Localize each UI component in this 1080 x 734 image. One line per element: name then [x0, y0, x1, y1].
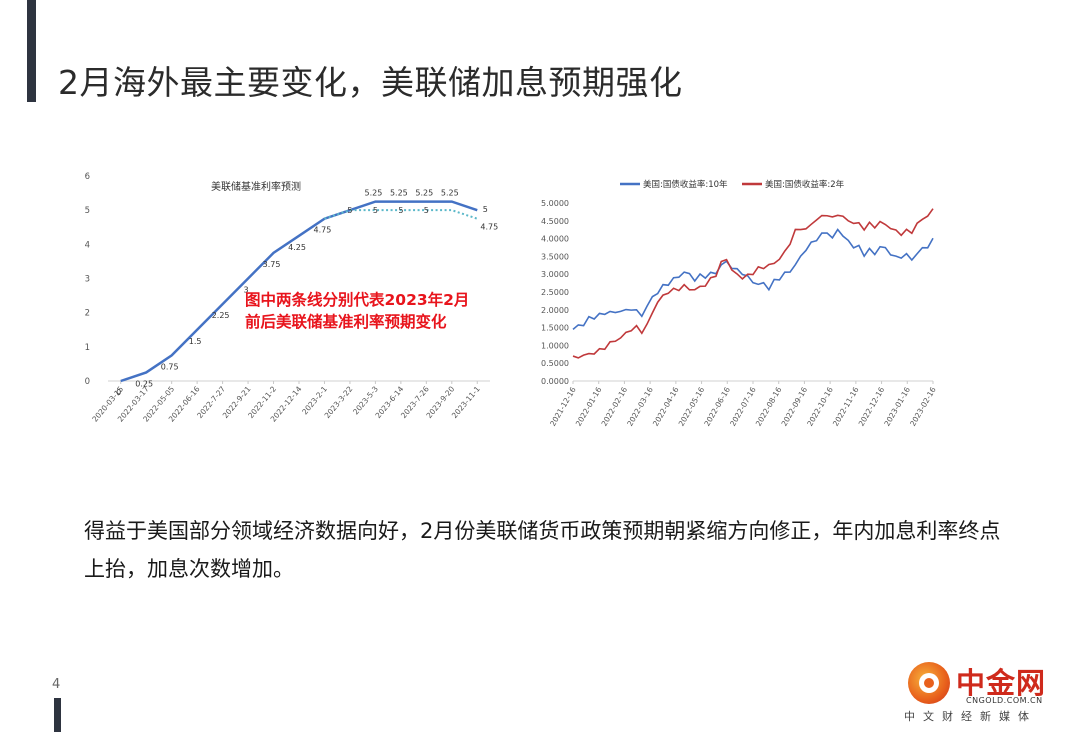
- x-tick-label: 2021-12-16: [548, 385, 578, 427]
- y-tick-label: 3.0000: [541, 270, 569, 279]
- data-label: 5: [483, 205, 488, 214]
- y-tick-label: 1: [85, 343, 90, 353]
- y-tick-label: 5.0000: [541, 199, 569, 208]
- x-tick-label: 2022-04-16: [651, 385, 681, 427]
- data-label: 5: [373, 206, 378, 215]
- y-tick-label: 2: [85, 309, 90, 319]
- data-label: 5.25: [441, 189, 459, 198]
- series-line-10y: [572, 228, 934, 330]
- data-label: 1.5: [189, 337, 202, 346]
- data-label: 4.25: [288, 243, 306, 252]
- series-line-revised: [324, 209, 478, 220]
- logo-icon: [908, 662, 950, 704]
- y-tick-label: 0.5000: [541, 359, 569, 368]
- data-label: 5.25: [390, 189, 408, 198]
- legend-label: 美国:国债收益率:2年: [765, 179, 845, 190]
- data-label: 5.25: [364, 189, 382, 198]
- x-tick-label: 2022-02-16: [600, 385, 630, 427]
- footer-accent-bar: [54, 698, 61, 732]
- fed-rate-forecast-chart: 美联储基准利率预测 0 1 2 3 4 5 6 2020-03-15 2022-03-17 2022…: [78, 170, 508, 440]
- chart-title: 美联储基准利率预测: [211, 180, 301, 193]
- data-label: 4.75: [480, 223, 498, 232]
- y-tick-label: 3: [85, 275, 90, 285]
- data-label: 5: [398, 206, 403, 215]
- body-paragraph: 得益于美国部分领域经济数据向好，2月份美联储货币政策预期朝紧缩方向修正，年内加息…: [84, 519, 1001, 581]
- y-tick-label: 2.0000: [541, 306, 569, 315]
- data-label: 0: [116, 388, 121, 397]
- page-number: 4: [52, 677, 61, 692]
- y-tick-label: 1.5000: [541, 324, 569, 333]
- x-tick-label: 2023-02-16: [908, 385, 938, 427]
- x-tick-label: 2023-01-16: [882, 385, 912, 427]
- x-tick-label: 2022-01-16: [574, 385, 604, 427]
- x-tick-label: 2022-03-16: [625, 385, 655, 427]
- data-label: 2.25: [212, 311, 230, 320]
- y-tick-label: 4.0000: [541, 235, 569, 244]
- x-tick-label: 2022-08-16: [754, 385, 784, 427]
- slide-title: 2月海外最主要变化，美联储加息预期强化: [58, 63, 683, 102]
- x-tick-label: 2022-10-16: [805, 385, 835, 427]
- y-tick-label: 4: [85, 240, 90, 250]
- y-tick-label: 5: [85, 206, 90, 216]
- treasury-yield-chart: 美国:国债收益率:10年 美国:国债收益率:2年 0.0000 0.5000 1.000…: [525, 170, 945, 440]
- data-label: 0.75: [161, 362, 179, 371]
- logo-url: CNGOLD.COM.CN: [966, 696, 1043, 705]
- series-line-prior: [120, 200, 478, 383]
- annotation-line-2: 前后美联储基准利率预期变化: [245, 313, 447, 331]
- y-tick-label: 2.5000: [541, 288, 569, 297]
- y-tick-label: 4.5000: [541, 217, 569, 226]
- data-label: 3: [244, 286, 249, 295]
- logo-name: 中金网: [956, 666, 1047, 700]
- data-label: 5: [424, 206, 429, 215]
- x-tick-label: 2022-05-16: [677, 385, 707, 427]
- data-label: 4.75: [314, 226, 332, 235]
- x-tick-label: 2022-12-16: [857, 385, 887, 427]
- x-tick-label: 2022-06-16: [702, 385, 732, 427]
- data-label: 5: [347, 206, 352, 215]
- y-tick-label: 0.0000: [541, 377, 569, 386]
- x-tick-label: 2022-11-16: [831, 385, 861, 427]
- title-accent-bar: [27, 0, 36, 102]
- annotation-line-1: 图中两条线分别代表2023年2月: [245, 291, 470, 309]
- data-label: 0.25: [135, 379, 153, 388]
- x-tick-label: 2022-07-16: [728, 385, 758, 427]
- data-label: 3.75: [263, 260, 281, 269]
- logo-tagline: 中文财经新媒体: [904, 710, 1037, 723]
- y-tick-label: 1.0000: [541, 341, 569, 350]
- y-tick-label: 0: [85, 377, 90, 387]
- chart-annotation: 图中两条线分别代表2023年2月 前后美联储基准利率预期变化: [245, 289, 469, 333]
- y-tick-label: 6: [85, 172, 90, 182]
- y-tick-label: 3.5000: [541, 252, 569, 261]
- legend-label: 美国:国债收益率:10年: [643, 179, 728, 190]
- x-tick-label: 2022-09-16: [780, 385, 810, 427]
- series-line-2y: [572, 208, 934, 359]
- data-label: 5.25: [415, 189, 433, 198]
- cngold-logo: 中金网 CNGOLD.COM.CN 中文财经新媒体: [894, 660, 1064, 726]
